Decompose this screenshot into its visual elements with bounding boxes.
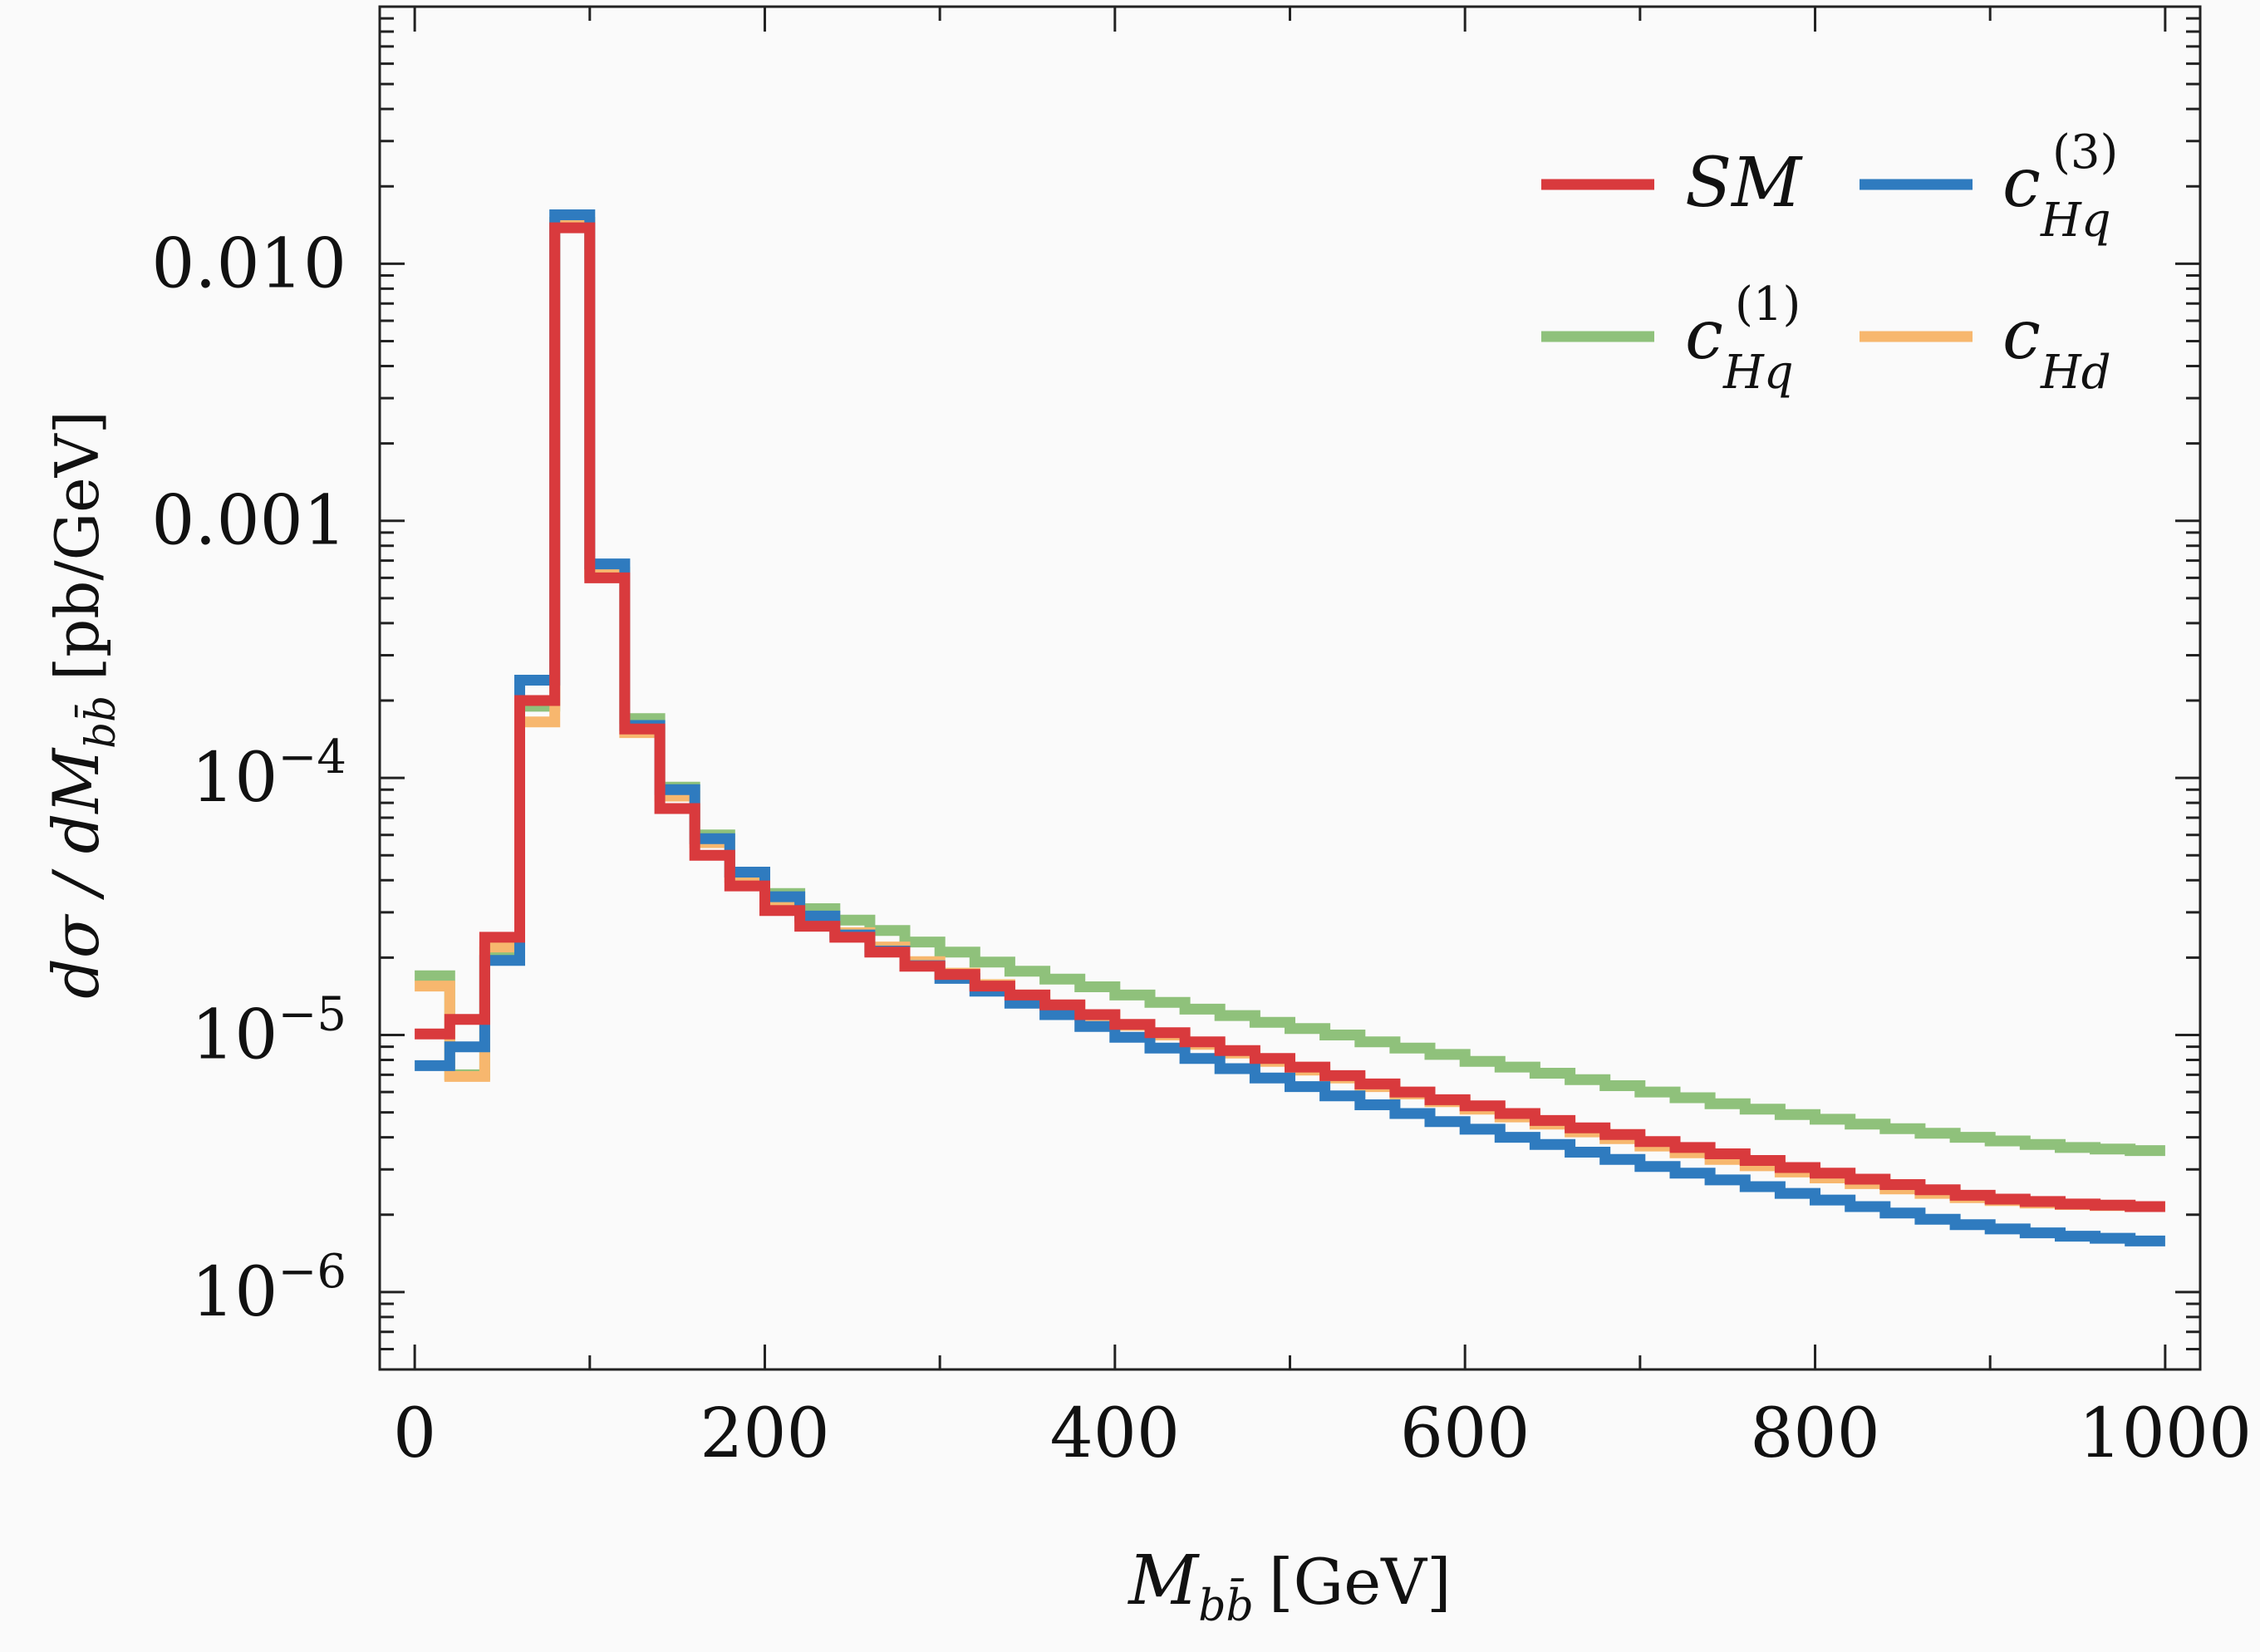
y-tick-label: 0.001 — [151, 482, 346, 561]
legend-label: cHq — [2002, 144, 2111, 248]
legend-label: SM — [1685, 144, 1803, 223]
series-line-sm — [415, 222, 2165, 1212]
y-tick-label: 10−6 — [191, 1245, 346, 1332]
series-line-c-hq-3- — [415, 209, 2165, 1246]
plot-frame — [378, 5, 2202, 1371]
x-tick-label: 800 — [1750, 1394, 1880, 1473]
x-tick-label: 1000 — [2079, 1394, 2253, 1473]
legend-label-sup: (1) — [1735, 278, 1801, 332]
legend-item: cHd — [1860, 296, 2111, 400]
y-tick-label: 0.010 — [151, 224, 346, 303]
y-tick-label: 10−4 — [191, 730, 346, 818]
ticks-layer — [380, 5, 2200, 1371]
y-axis-title: dσ / dMbb̄[pb/GeV] — [39, 411, 125, 999]
legend: SM cHq(3)cHq(1) cHd — [1541, 125, 2118, 400]
legend-item: cHq(1) — [1541, 278, 1801, 400]
x-tick-label: 200 — [700, 1394, 830, 1473]
labels-layer: 0 200 400 600 800 1000 10−6 10−5 10−4 0.001 0.010 M… — [39, 224, 2252, 1631]
x-tick-label: 0 — [393, 1394, 436, 1473]
legend-label-sup: (3) — [2052, 125, 2118, 179]
legend-item: SM — [1541, 144, 1803, 223]
x-tick-label: 400 — [1050, 1394, 1181, 1473]
x-tick-label: 600 — [1400, 1394, 1530, 1473]
legend-label: cHd — [2002, 296, 2111, 400]
series-layer — [415, 209, 2165, 1246]
legend-item: cHq(3) — [1860, 125, 2118, 248]
legend-label: cHq — [1685, 296, 1794, 400]
y-tick-label: 10−5 — [191, 987, 346, 1074]
x-axis-title: Mbb̄ [GeV] — [1127, 1541, 1451, 1631]
